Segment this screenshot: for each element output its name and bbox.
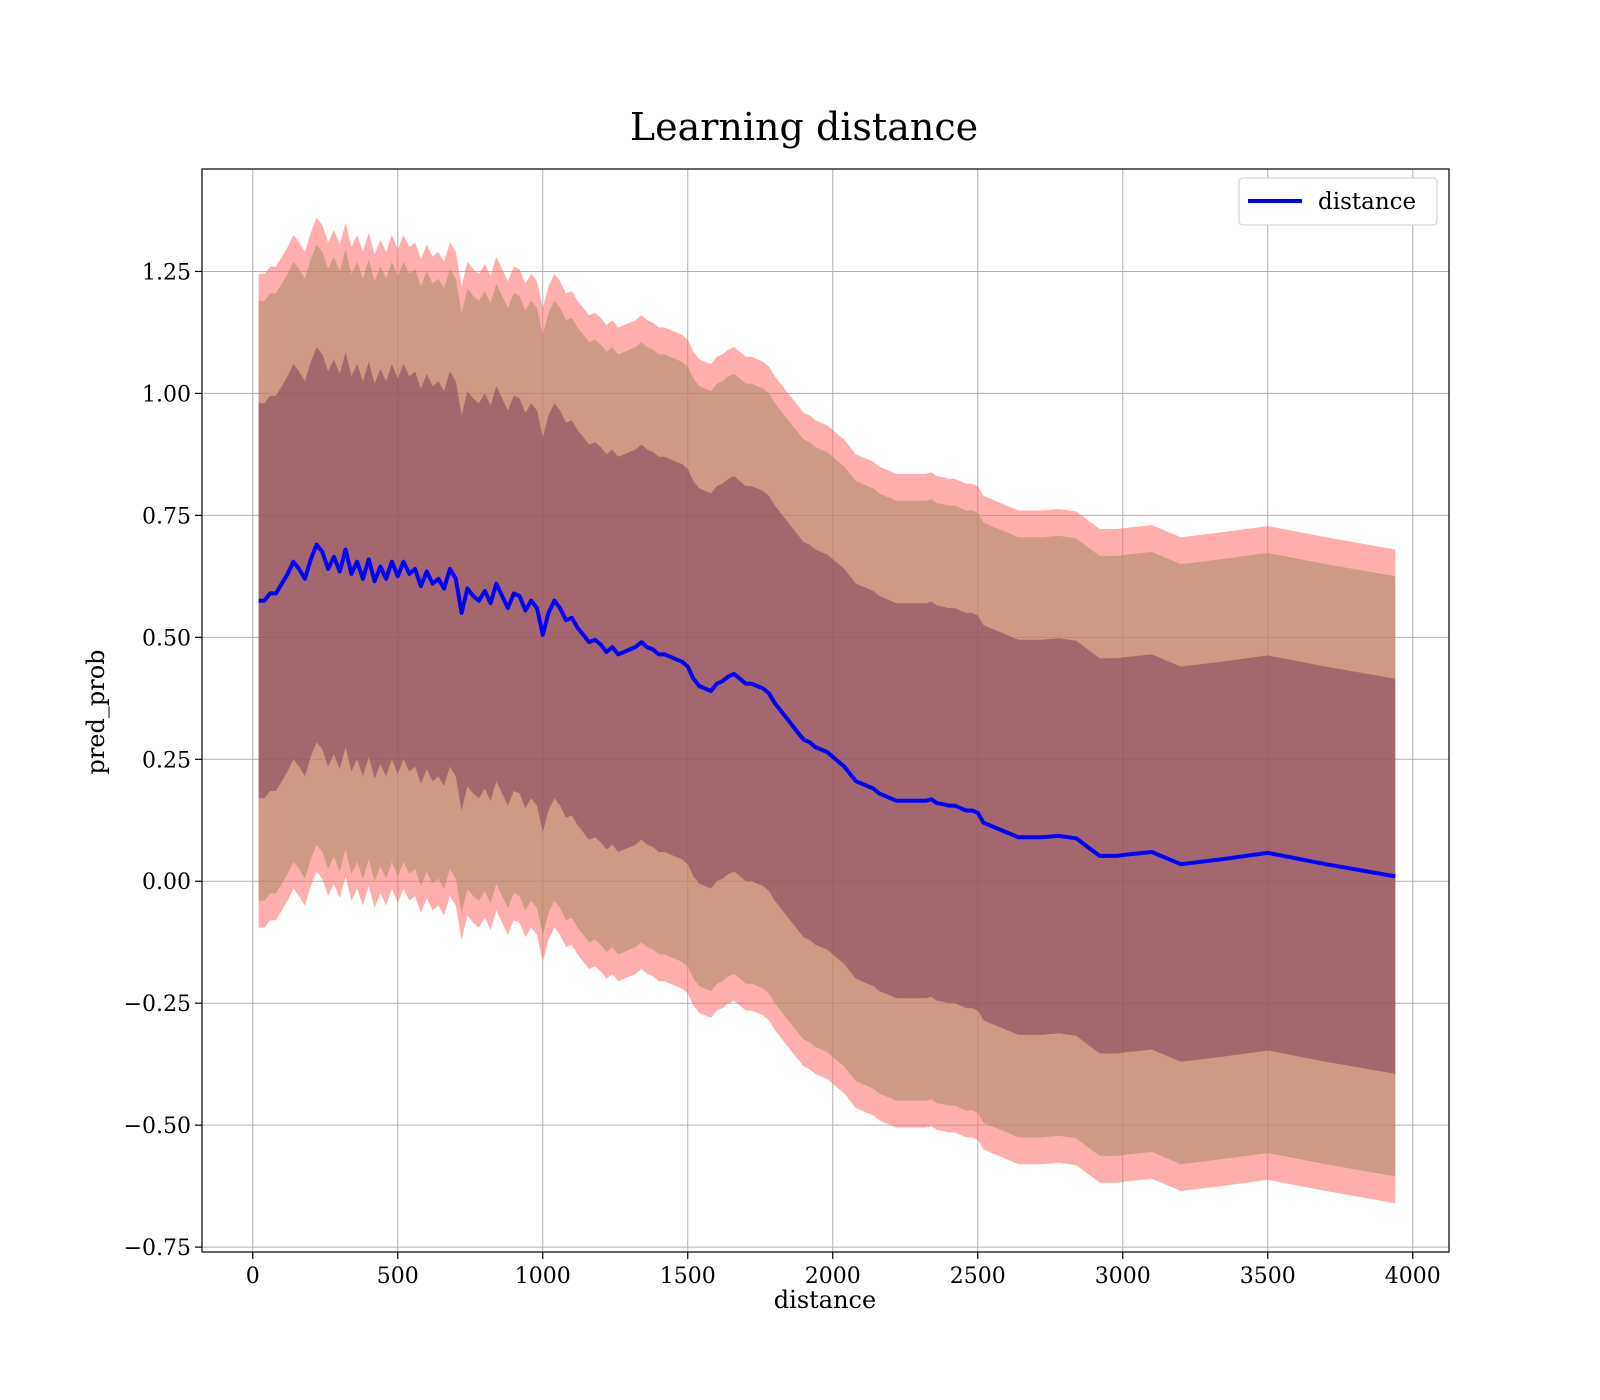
series-line-distance bbox=[258, 542, 1396, 879]
x-tick-label-4: 2000 bbox=[805, 1264, 861, 1289]
series-lines bbox=[258, 542, 1396, 879]
y-tick-label-3: 0.00 bbox=[142, 870, 191, 895]
legend-box bbox=[1238, 177, 1438, 226]
legend-label-distance: distance bbox=[1318, 189, 1416, 215]
x-tick-label-2: 1000 bbox=[515, 1264, 571, 1289]
y-tick-label-5: 0.50 bbox=[142, 626, 191, 651]
x-tick-label-1: 500 bbox=[377, 1264, 419, 1289]
legend: distance bbox=[1238, 177, 1438, 226]
y-axis-ticks: −0.75 −0.50 −0.25 0.00 0.25 0.50 0.75 1.00 1.25 bbox=[124, 260, 202, 1261]
plot-frame bbox=[201, 168, 1450, 1253]
y-tick-label-8: 1.25 bbox=[142, 260, 191, 285]
band-inner bbox=[258, 347, 1396, 1074]
x-tick-label-0: 0 bbox=[246, 1264, 260, 1289]
y-tick-label-2: −0.25 bbox=[124, 992, 191, 1017]
x-tick-label-8: 4000 bbox=[1385, 1264, 1441, 1289]
y-axis-label: pred_prob bbox=[82, 649, 110, 774]
x-tick-label-7: 3500 bbox=[1240, 1264, 1296, 1289]
y-tick-label-7: 1.00 bbox=[142, 382, 191, 407]
x-tick-label-5: 2500 bbox=[950, 1264, 1006, 1289]
x-tick-label-6: 3000 bbox=[1095, 1264, 1151, 1289]
y-tick-label-1: −0.50 bbox=[124, 1114, 191, 1139]
x-axis-label: distance bbox=[774, 1286, 876, 1314]
y-tick-label-0: −0.75 bbox=[124, 1236, 191, 1261]
y-tick-label-6: 0.75 bbox=[142, 504, 191, 529]
chart-title: Learning distance bbox=[630, 105, 978, 149]
confidence-bands bbox=[258, 217, 1396, 1204]
y-tick-label-4: 0.25 bbox=[142, 748, 191, 773]
x-axis-ticks: 0 500 1000 1500 2000 2500 3000 3500 4000 bbox=[246, 1252, 1441, 1289]
x-tick-label-3: 1500 bbox=[660, 1264, 716, 1289]
